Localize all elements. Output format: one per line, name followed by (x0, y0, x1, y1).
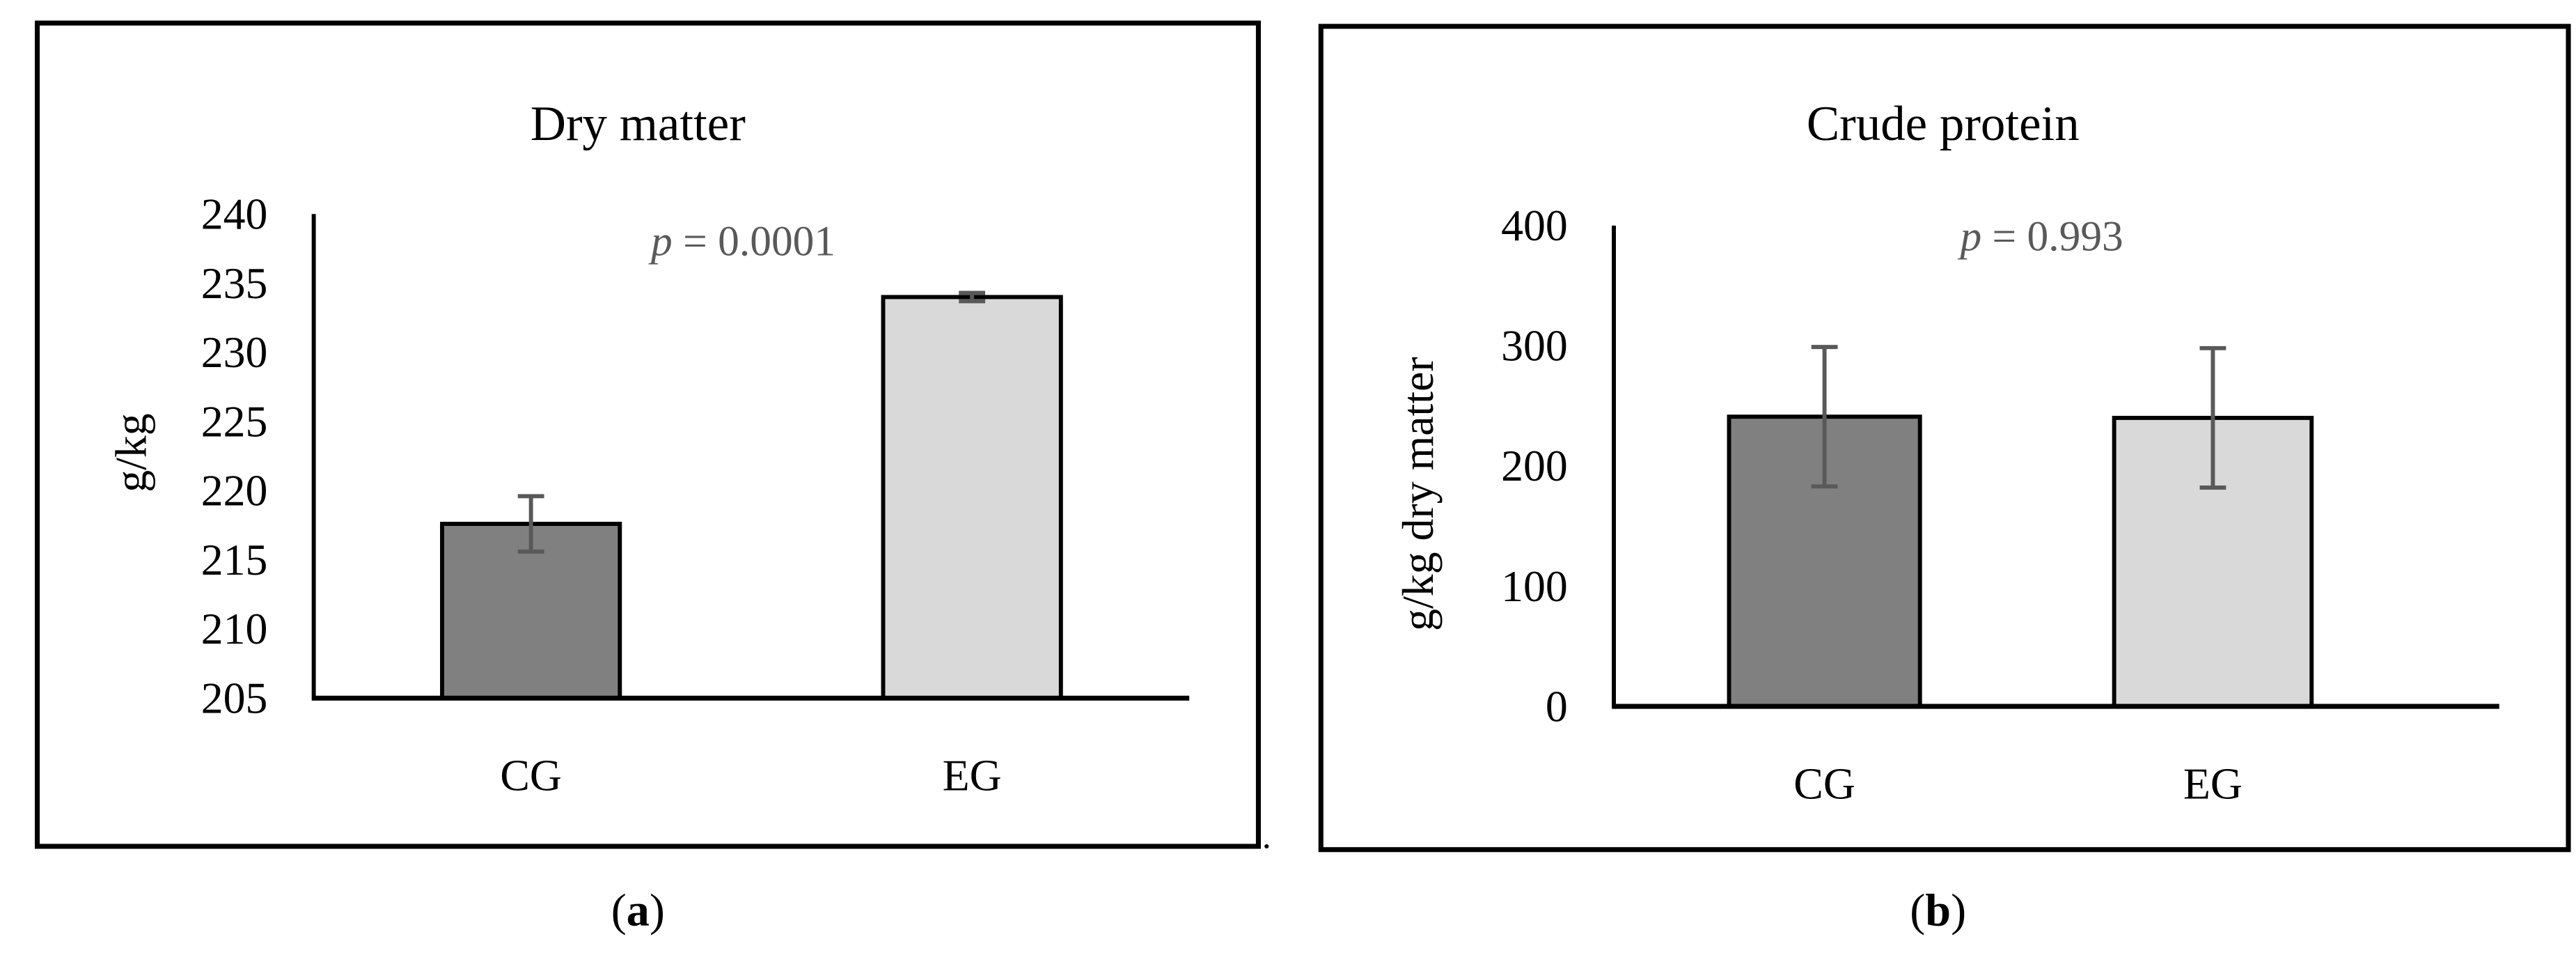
chart-panel-b: Crude protein 0 100 200 300 400 CG EG g/kg dry m… (1318, 24, 2571, 935)
panel-label: a (627, 885, 650, 935)
p-symbol: p (1957, 212, 1981, 260)
y-tick-label: 225 (201, 396, 268, 446)
y-tick-label: 235 (201, 258, 268, 308)
p-value-annotation: p = 0.993 (1957, 212, 2123, 260)
y-tick-label: 400 (1501, 201, 1568, 250)
caption-close-paren: ) (1951, 885, 1966, 935)
chart-title: Crude protein (1807, 97, 2080, 151)
y-tick-label: 215 (201, 535, 268, 584)
y-tick-label: 205 (201, 674, 268, 723)
panel-caption: (a) (611, 885, 665, 935)
x-tick-label: CG (1793, 759, 1855, 808)
chart-panel-a: Dry matter 205 210 215 220 225 230 235 240 CG EG g/… (34, 20, 1269, 935)
chart-title: Dry matter (531, 97, 746, 151)
y-tick-label: 210 (201, 604, 268, 653)
y-tick-label: 200 (1501, 441, 1568, 490)
stray-dot (1264, 844, 1269, 849)
y-tick-label: 230 (201, 327, 268, 377)
y-tick-label: 220 (201, 466, 268, 515)
bar-EG (881, 295, 1063, 701)
panel-label: b (1925, 885, 1951, 935)
panel-caption: (b) (1910, 885, 1966, 935)
caption-open-paren: ( (611, 885, 627, 935)
x-tick-label: EG (2183, 759, 2243, 808)
y-axis-label: g/kg (107, 413, 156, 492)
caption-open-paren: ( (1910, 885, 1925, 935)
p-value-text: = 0.0001 (673, 217, 835, 265)
chart-frame (34, 20, 1261, 849)
y-tick-label: 240 (201, 189, 268, 239)
p-value-annotation: p = 0.0001 (648, 217, 835, 265)
p-symbol: p (648, 217, 673, 265)
y-axis-label: g/kg dry matter (1393, 357, 1443, 630)
y-tick-label: 0 (1546, 681, 1568, 731)
chart-frame (1318, 24, 2571, 853)
y-tick-label: 300 (1501, 321, 1568, 371)
y-tick-label: 100 (1501, 561, 1568, 611)
caption-close-paren: ) (650, 885, 665, 935)
x-tick-label: CG (500, 751, 562, 800)
x-tick-label: EG (943, 751, 1002, 800)
p-value-text: = 0.993 (1981, 212, 2123, 260)
